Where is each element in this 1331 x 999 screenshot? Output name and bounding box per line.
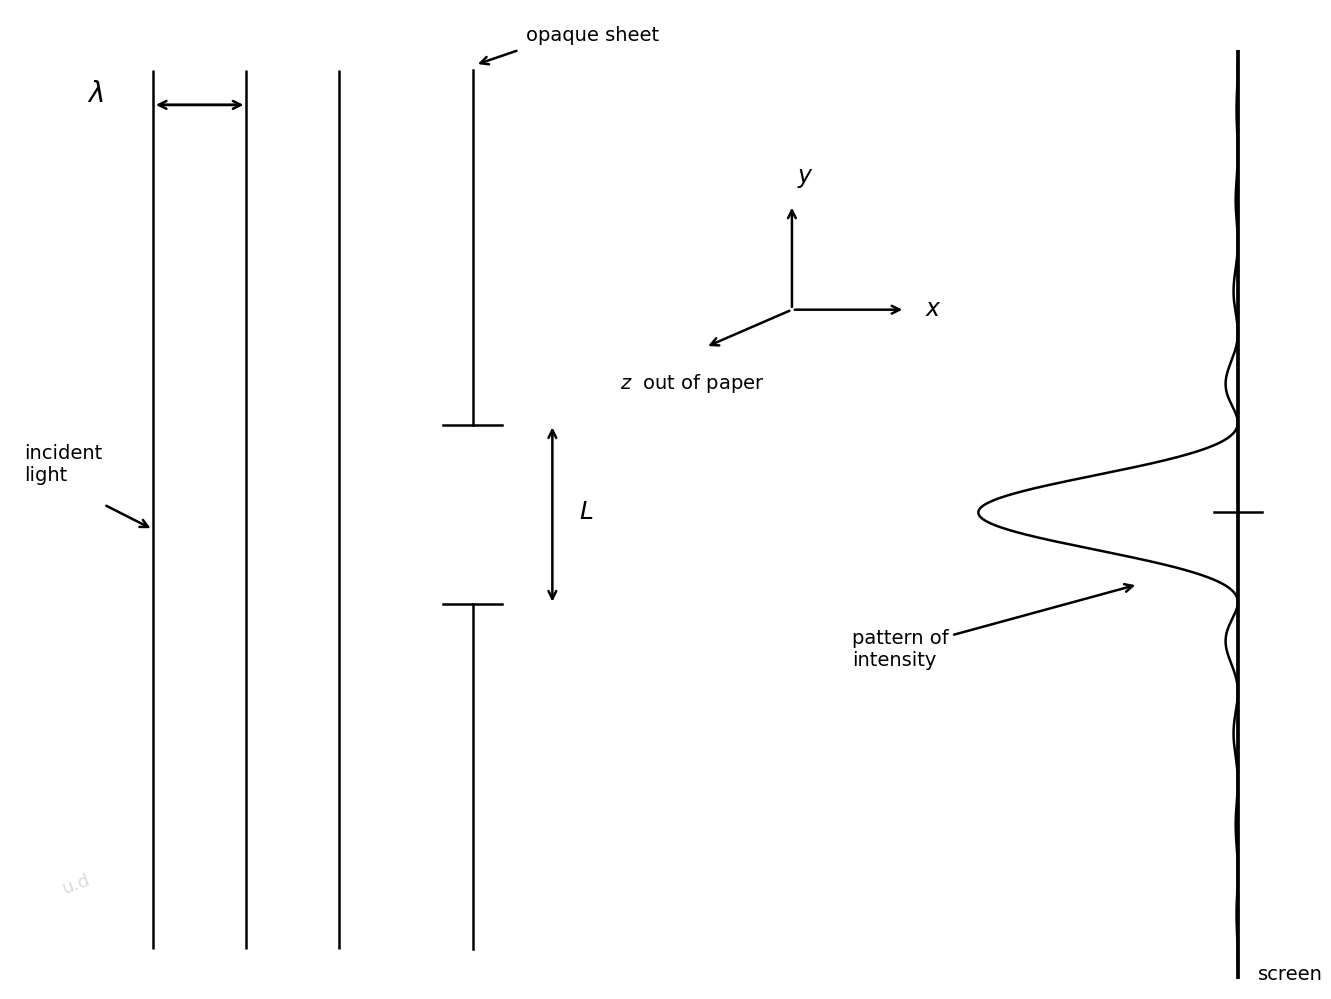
- Text: $x$: $x$: [925, 298, 942, 322]
- Text: incident
light: incident light: [24, 444, 102, 486]
- Text: $\lambda$: $\lambda$: [88, 81, 104, 109]
- Text: screen: screen: [1258, 964, 1323, 984]
- Text: $z$  out of paper: $z$ out of paper: [620, 373, 764, 396]
- Text: $y$: $y$: [797, 167, 813, 190]
- Text: pattern of
intensity: pattern of intensity: [852, 584, 1133, 670]
- Text: opaque sheet: opaque sheet: [526, 26, 659, 45]
- Text: $L$: $L$: [579, 500, 594, 524]
- Text: u.d: u.d: [60, 871, 93, 897]
